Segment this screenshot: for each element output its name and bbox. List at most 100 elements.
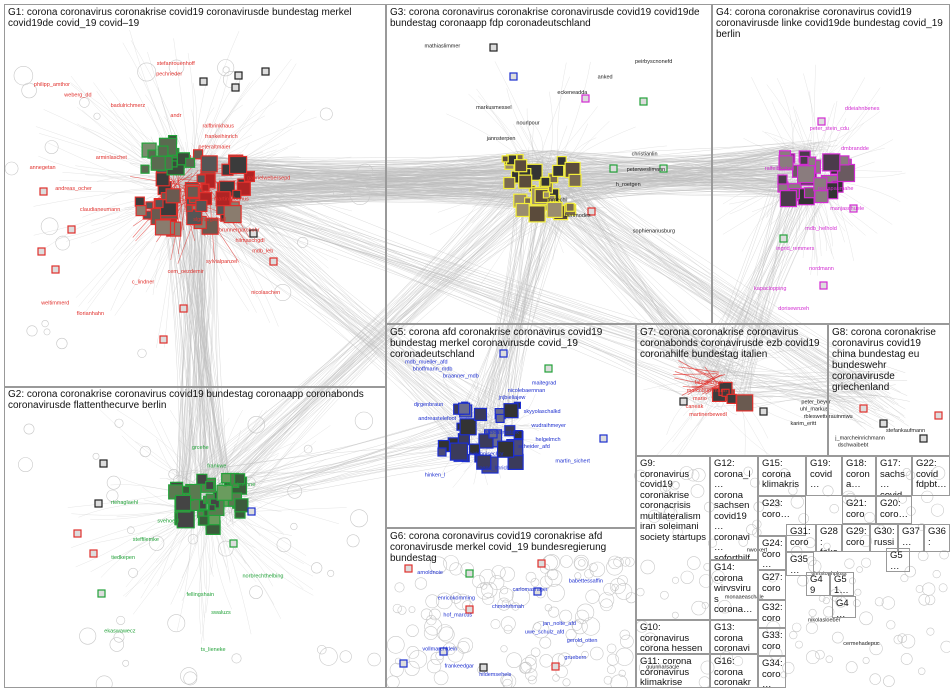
node[interactable] bbox=[473, 407, 488, 421]
node[interactable] bbox=[215, 191, 231, 207]
node[interactable] bbox=[73, 529, 82, 538]
node[interactable] bbox=[518, 174, 533, 189]
node[interactable] bbox=[229, 155, 248, 175]
node[interactable] bbox=[736, 394, 754, 412]
node[interactable] bbox=[249, 229, 258, 238]
node[interactable] bbox=[799, 155, 809, 165]
node[interactable] bbox=[537, 559, 546, 568]
node[interactable] bbox=[565, 202, 575, 212]
node[interactable] bbox=[269, 257, 278, 266]
node[interactable] bbox=[721, 388, 730, 397]
node[interactable] bbox=[231, 83, 240, 92]
node[interactable] bbox=[99, 459, 108, 468]
node[interactable] bbox=[229, 539, 238, 548]
node[interactable] bbox=[849, 204, 858, 213]
node[interactable] bbox=[568, 173, 582, 187]
node[interactable] bbox=[39, 187, 48, 196]
node[interactable] bbox=[476, 454, 492, 470]
node[interactable] bbox=[777, 174, 788, 185]
node[interactable] bbox=[175, 494, 192, 511]
node[interactable] bbox=[599, 434, 608, 443]
node[interactable] bbox=[479, 663, 488, 672]
node[interactable] bbox=[546, 201, 563, 218]
node[interactable] bbox=[179, 304, 188, 313]
node[interactable] bbox=[803, 187, 816, 199]
node[interactable] bbox=[205, 480, 215, 491]
node[interactable] bbox=[165, 188, 181, 204]
node[interactable] bbox=[196, 473, 208, 485]
node[interactable] bbox=[879, 419, 888, 428]
node[interactable] bbox=[185, 204, 193, 212]
node[interactable] bbox=[159, 335, 168, 344]
node[interactable] bbox=[513, 430, 523, 440]
node[interactable] bbox=[182, 485, 191, 494]
node[interactable] bbox=[193, 149, 204, 160]
node[interactable] bbox=[243, 170, 255, 182]
node[interactable] bbox=[200, 155, 218, 173]
node[interactable] bbox=[223, 205, 242, 224]
node[interactable] bbox=[154, 198, 164, 209]
node[interactable] bbox=[726, 393, 737, 404]
node[interactable] bbox=[186, 185, 199, 198]
node[interactable] bbox=[465, 605, 474, 614]
node[interactable] bbox=[779, 234, 788, 243]
node[interactable] bbox=[247, 507, 256, 516]
node[interactable] bbox=[216, 484, 233, 501]
node[interactable] bbox=[488, 429, 498, 439]
node[interactable] bbox=[89, 549, 98, 558]
node[interactable] bbox=[544, 364, 553, 373]
node[interactable] bbox=[551, 662, 560, 671]
node[interactable] bbox=[489, 43, 498, 52]
node[interactable] bbox=[196, 174, 206, 184]
node[interactable] bbox=[37, 247, 46, 256]
node[interactable] bbox=[201, 183, 210, 192]
node[interactable] bbox=[819, 281, 828, 290]
node[interactable] bbox=[185, 157, 196, 168]
node[interactable] bbox=[465, 569, 474, 578]
node[interactable] bbox=[639, 97, 648, 106]
node[interactable] bbox=[154, 219, 172, 236]
node[interactable] bbox=[934, 411, 943, 420]
node[interactable] bbox=[533, 587, 542, 596]
node[interactable] bbox=[778, 155, 794, 171]
node[interactable] bbox=[51, 265, 60, 274]
node[interactable] bbox=[208, 504, 216, 512]
node[interactable] bbox=[459, 418, 477, 436]
node[interactable] bbox=[261, 67, 270, 76]
node[interactable] bbox=[449, 442, 468, 461]
node[interactable] bbox=[779, 190, 798, 208]
node[interactable] bbox=[515, 202, 530, 218]
node[interactable] bbox=[499, 349, 508, 358]
node[interactable] bbox=[232, 189, 242, 199]
node[interactable] bbox=[234, 498, 249, 513]
node[interactable] bbox=[497, 440, 515, 458]
node[interactable] bbox=[234, 71, 243, 80]
node[interactable] bbox=[140, 164, 150, 174]
node[interactable] bbox=[859, 404, 868, 413]
node[interactable] bbox=[195, 199, 208, 212]
node[interactable] bbox=[503, 176, 516, 190]
node[interactable] bbox=[495, 413, 505, 423]
node[interactable] bbox=[822, 153, 841, 172]
node[interactable] bbox=[509, 72, 518, 81]
node[interactable] bbox=[468, 443, 481, 455]
node[interactable] bbox=[679, 397, 688, 406]
node[interactable] bbox=[659, 164, 668, 173]
node[interactable] bbox=[919, 434, 928, 443]
node[interactable] bbox=[609, 164, 618, 173]
node[interactable] bbox=[542, 191, 551, 199]
node[interactable] bbox=[94, 499, 103, 508]
node[interactable] bbox=[198, 515, 209, 526]
node[interactable] bbox=[439, 647, 448, 656]
node[interactable] bbox=[759, 407, 768, 416]
node[interactable] bbox=[234, 473, 246, 485]
node[interactable] bbox=[399, 659, 408, 668]
node[interactable] bbox=[514, 159, 528, 173]
node[interactable] bbox=[501, 155, 509, 163]
node[interactable] bbox=[503, 403, 519, 419]
node[interactable] bbox=[67, 225, 76, 234]
node[interactable] bbox=[581, 94, 590, 103]
node[interactable] bbox=[404, 564, 413, 573]
node[interactable] bbox=[817, 117, 826, 126]
node[interactable] bbox=[458, 402, 471, 415]
